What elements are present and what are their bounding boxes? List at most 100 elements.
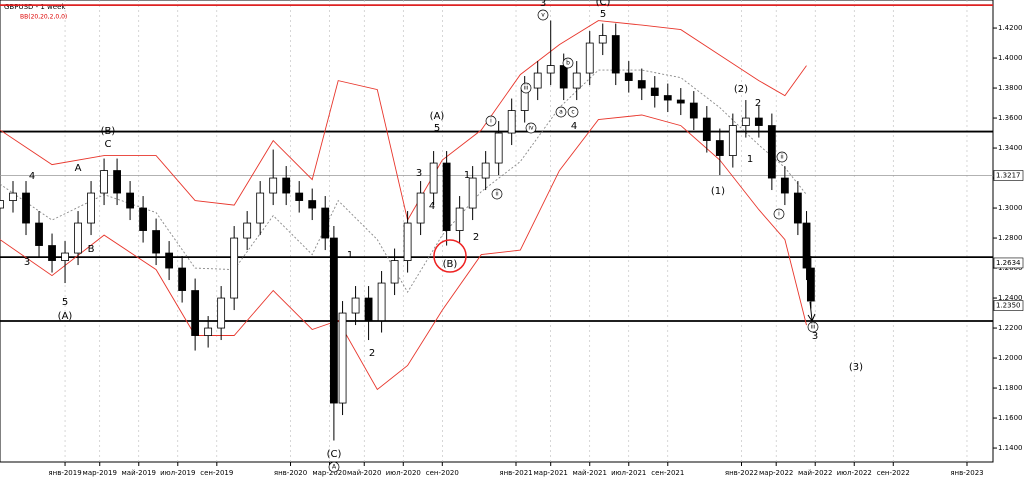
candle <box>217 286 226 341</box>
wave-label: (1) <box>711 186 725 197</box>
wave-label: 5 <box>434 123 440 134</box>
candle <box>22 181 30 236</box>
wave-label: ii <box>780 154 784 161</box>
candle-body <box>650 87 659 96</box>
candle <box>230 226 239 311</box>
wave-label: 1 <box>464 170 470 181</box>
candle-body <box>0 200 4 209</box>
candle-body <box>9 192 17 201</box>
candle <box>507 98 516 146</box>
candle-body <box>442 162 451 231</box>
wave-circle <box>562 57 574 69</box>
candle <box>295 181 304 213</box>
candle <box>702 106 711 153</box>
wave-label: 2 <box>473 232 479 243</box>
plot-frame <box>0 0 994 463</box>
x-tick-label: мар-2019 <box>83 469 117 477</box>
candle <box>793 181 802 236</box>
candle <box>715 128 724 176</box>
wave-label: c <box>571 109 574 116</box>
candle <box>468 166 477 221</box>
wave-label: (B) <box>101 126 116 137</box>
wave-label: (A) <box>58 311 73 322</box>
y-tick-label: 1.3000 <box>998 204 1023 212</box>
candle <box>754 106 763 138</box>
candle-body <box>637 80 646 89</box>
y-tick-label: 1.1800 <box>998 384 1023 392</box>
x-tick-label: сен-2019 <box>200 469 233 477</box>
y-tick-label: 1.4200 <box>998 24 1023 32</box>
wave-circle <box>567 106 579 118</box>
candle-body <box>455 207 464 231</box>
wave-label: 2 <box>755 98 761 109</box>
wave-circle <box>555 106 567 118</box>
price-label-box <box>993 170 1024 181</box>
candle <box>152 218 161 266</box>
candle-body <box>217 297 226 329</box>
y-tick-label: 1.2400 <box>998 294 1023 302</box>
wave-circle <box>773 208 785 220</box>
wave-circle <box>485 115 497 127</box>
candle <box>204 316 213 348</box>
candle <box>676 88 685 116</box>
y-tick-label: 1.2200 <box>998 324 1023 332</box>
candle-body <box>793 192 802 224</box>
candle <box>390 248 399 296</box>
y-tick-label: 1.2800 <box>998 234 1023 242</box>
wave-label: a <box>559 109 563 116</box>
candle <box>741 100 750 138</box>
candle <box>416 181 425 236</box>
y-tick-label: 1.4000 <box>998 54 1023 62</box>
candle-body <box>139 207 147 231</box>
candle <box>611 23 620 86</box>
wave-label: i <box>778 211 780 218</box>
x-tick-label: июл-2021 <box>611 469 646 477</box>
candle-body <box>546 65 555 74</box>
x-tick-label: янв-2020 <box>274 469 307 477</box>
candle <box>74 211 82 266</box>
candle <box>663 83 672 113</box>
candle <box>321 196 330 251</box>
x-tick-label: сен-2021 <box>651 469 684 477</box>
candle-body <box>559 65 568 89</box>
wave-label: ii <box>495 191 499 198</box>
candle-body <box>351 297 360 314</box>
candle-body <box>204 327 213 336</box>
wave-circle <box>520 82 532 94</box>
wave-label: 1 <box>347 250 353 261</box>
candle <box>624 61 633 93</box>
price-label-box <box>993 300 1024 311</box>
wave-circle <box>807 321 819 333</box>
candle <box>585 31 594 86</box>
candle-body <box>191 290 200 336</box>
candle <box>87 181 95 236</box>
wave-circle <box>491 188 503 200</box>
wave-label: 3 <box>416 168 422 179</box>
y-tick-label: 1.3400 <box>998 144 1023 152</box>
candle <box>572 61 581 101</box>
candle <box>767 113 776 191</box>
candle-body <box>533 72 542 89</box>
candle <box>113 158 121 206</box>
candle-body <box>403 222 412 261</box>
candle-body <box>230 237 239 299</box>
candle <box>139 196 147 243</box>
candle <box>165 241 174 281</box>
x-tick-label: янв-2021 <box>499 469 532 477</box>
wave-label: 3 <box>812 331 818 342</box>
candle <box>429 151 438 206</box>
x-tick-label: июл-2019 <box>160 469 195 477</box>
candle-body <box>598 35 607 44</box>
wave-circle <box>525 122 537 134</box>
candle-body <box>689 102 698 119</box>
candle-body <box>126 192 134 209</box>
wave-label: C <box>105 139 112 150</box>
x-tick-label: мар-2021 <box>534 469 568 477</box>
candle <box>403 211 412 273</box>
candle-body <box>152 230 161 254</box>
candle <box>126 181 134 221</box>
y-tick-label: 1.3800 <box>998 84 1023 92</box>
x-tick-label: май-2020 <box>347 469 381 477</box>
candle-body <box>481 162 490 179</box>
x-tick-label: май-2021 <box>572 469 606 477</box>
